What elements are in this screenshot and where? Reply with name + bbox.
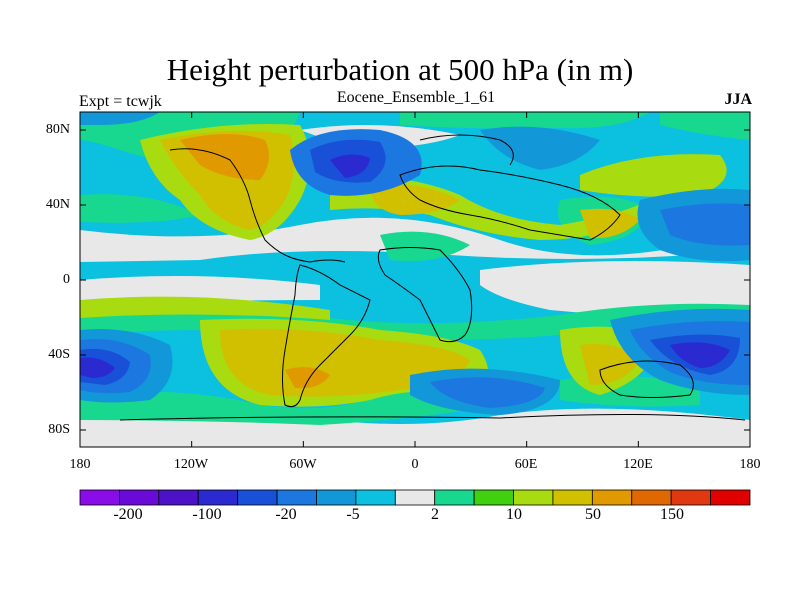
lon-label-120e: 120E [623,457,653,472]
colorbar-swatch [591,489,633,506]
lat-label-40s: 40S [48,347,70,362]
colorbar-label-minus100: -100 [192,506,222,523]
lon-label-60w: 60W [289,457,317,472]
colorbar-label-minus5: -5 [346,506,360,523]
colorbar-label-minus200: -200 [113,506,143,523]
lat-label-80n: 80N [45,122,70,137]
colorbar-label-50: 50 [585,506,601,523]
colorbar-label-150: 150 [660,506,684,523]
colorbar-swatch [513,489,554,506]
lon-label-0: 0 [411,457,419,472]
colorbar-swatch [434,489,475,506]
experiment-label: Expt = tcwjk [79,93,162,110]
lat-label-40n: 40N [45,197,70,212]
colorbar-swatch [79,489,120,506]
map-title: Height perturbation at 500 hPa (in m) [166,52,634,87]
colorbar-swatch [473,489,514,506]
lon-label-180e: 180 [739,457,761,472]
lat-label-equator: 0 [63,272,70,287]
colorbar-swatch [119,489,160,506]
colorbar-swatch [355,489,396,506]
colorbar-swatch [631,489,672,506]
colorbar-swatch [316,489,357,506]
colorbar-swatch [552,489,593,506]
colorbar-label-minus20: -20 [275,506,297,523]
lon-label-180w: 180 [69,457,91,472]
colorbar-swatch [237,489,278,506]
colorbar-label-10: 10 [506,506,522,523]
colorbar [79,489,751,506]
lat-label-80s: 80S [48,422,70,437]
colorbar-swatch [394,489,436,506]
colorbar-swatch [710,489,751,506]
colorbar-swatch [670,489,711,506]
colorbar-swatch [276,489,317,506]
ensemble-subtitle: Eocene_Ensemble_1_61 [336,89,496,106]
lon-label-120w: 120W [173,457,209,472]
lon-label-60e: 60E [514,457,538,472]
colorbar-label-2: 2 [431,506,439,523]
contour-field [80,112,750,447]
colorbar-swatch [158,489,199,506]
season-label: JJA [724,91,752,108]
colorbar-swatch [197,489,239,506]
